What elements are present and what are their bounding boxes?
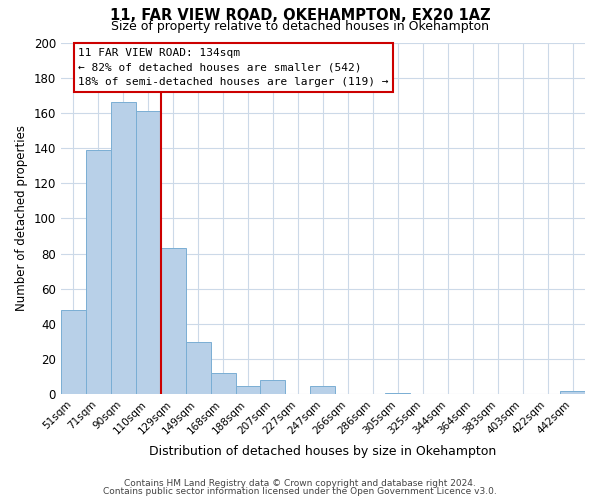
Bar [86, 150, 111, 394]
Bar [61, 310, 86, 394]
Bar [185, 342, 211, 394]
Bar [236, 386, 260, 394]
Bar [560, 391, 585, 394]
Bar [161, 248, 185, 394]
Bar [111, 102, 136, 395]
Bar [136, 111, 161, 395]
Text: Contains public sector information licensed under the Open Government Licence v3: Contains public sector information licen… [103, 487, 497, 496]
Text: Size of property relative to detached houses in Okehampton: Size of property relative to detached ho… [111, 20, 489, 33]
Bar [211, 374, 236, 394]
Text: 11 FAR VIEW ROAD: 134sqm
← 82% of detached houses are smaller (542)
18% of semi-: 11 FAR VIEW ROAD: 134sqm ← 82% of detach… [78, 48, 389, 88]
X-axis label: Distribution of detached houses by size in Okehampton: Distribution of detached houses by size … [149, 444, 497, 458]
Y-axis label: Number of detached properties: Number of detached properties [15, 126, 28, 312]
Bar [260, 380, 286, 394]
Text: Contains HM Land Registry data © Crown copyright and database right 2024.: Contains HM Land Registry data © Crown c… [124, 478, 476, 488]
Bar [310, 386, 335, 394]
Text: 11, FAR VIEW ROAD, OKEHAMPTON, EX20 1AZ: 11, FAR VIEW ROAD, OKEHAMPTON, EX20 1AZ [110, 8, 490, 22]
Bar [385, 392, 410, 394]
